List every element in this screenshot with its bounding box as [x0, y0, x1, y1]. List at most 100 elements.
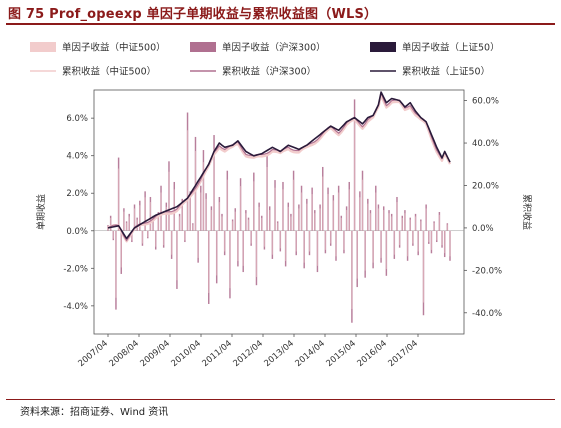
x-tick-label: 2016/04 — [355, 339, 388, 369]
bar-zz500 — [346, 210, 348, 231]
bar-zz500 — [165, 206, 167, 231]
legend-label: 单因子收益（沪深300） — [222, 42, 326, 54]
bar-zz500 — [221, 216, 223, 231]
legend-swatch-bar — [190, 42, 216, 52]
bar-zz500 — [438, 214, 440, 231]
right-tick-label: -20.0% — [472, 266, 502, 276]
legend-label: 累积收益（中证500） — [62, 66, 156, 78]
bar-zz500 — [118, 168, 120, 231]
bar-zz500 — [285, 230, 287, 262]
bar-zz500 — [279, 230, 281, 249]
x-tick-label: 2017/04 — [386, 339, 419, 369]
bar-zz500 — [110, 218, 112, 231]
bar-zz500 — [364, 230, 366, 271]
bar-zz500 — [335, 230, 337, 257]
x-tick-label: 2011/04 — [200, 339, 233, 369]
footer-divider — [6, 399, 555, 400]
bar-zz500 — [144, 197, 146, 231]
bar-zz500 — [407, 230, 409, 257]
bar-zz500 — [354, 119, 356, 231]
bar-zz500 — [425, 208, 427, 231]
right-tick-label: 0.0% — [472, 224, 494, 234]
bar-zz500 — [200, 192, 202, 231]
bar-zz500 — [348, 189, 350, 231]
bar-zz500 — [226, 179, 228, 231]
source-note: 资料来源：招商证券、Wind 资讯 — [20, 407, 169, 418]
bar-zz500 — [189, 197, 191, 231]
bar-zz500 — [213, 149, 215, 231]
bar-zz500 — [343, 230, 345, 250]
bar-zz500 — [202, 162, 204, 231]
bar-zz500 — [372, 230, 374, 263]
x-tick-label: 2009/04 — [138, 339, 171, 369]
bar-zz500 — [327, 194, 329, 231]
bar-zz500 — [248, 219, 250, 231]
bar-zz500 — [377, 208, 379, 231]
bar-zz500 — [306, 203, 308, 231]
bar-zz500 — [436, 230, 438, 241]
bar-zz500 — [340, 218, 342, 231]
x-tick-label: 2008/04 — [107, 339, 140, 369]
bar-zz500 — [430, 230, 432, 250]
left-tick-label: -4.0% — [63, 302, 88, 312]
bar-zz500 — [316, 230, 318, 266]
right-tick-label: 40.0% — [472, 139, 499, 149]
bar-zz500 — [237, 230, 239, 262]
right-tick-label: 60.0% — [472, 97, 499, 107]
bar-zz500 — [261, 218, 263, 231]
bar-zz500 — [409, 219, 411, 231]
bar-zz500 — [269, 210, 271, 231]
x-tick-label: 2014/04 — [293, 339, 326, 369]
bar-zz500 — [383, 210, 385, 231]
bar-zz500 — [301, 192, 303, 231]
bar-zz500 — [208, 230, 210, 293]
bar-zz500 — [171, 230, 173, 255]
bar-zz500 — [332, 200, 334, 231]
bar-zz500 — [330, 230, 332, 244]
legend: 单因子收益（中证500） 单因子收益（沪深300） 单因子收益（上证50） 累积收益（… — [30, 42, 500, 78]
bar-zz500 — [303, 230, 305, 263]
left-tick-label: 2.0% — [66, 189, 88, 199]
bar-zz500 — [449, 230, 451, 257]
bar-zz500 — [234, 211, 236, 231]
bar-zz500 — [385, 230, 387, 270]
bar-zz500 — [322, 176, 324, 231]
x-tick-label: 2007/04 — [76, 339, 109, 369]
bar-zz500 — [428, 230, 430, 242]
legend-label: 单因子收益（中证500） — [62, 42, 166, 54]
bar-zz500 — [367, 203, 369, 231]
bar-zz500 — [359, 197, 361, 231]
bar-zz500 — [187, 130, 189, 231]
bars-hs300 — [107, 99, 451, 323]
bar-zz500 — [224, 230, 226, 252]
left-tick-label: 0.0% — [66, 227, 88, 237]
bar-zz500 — [149, 202, 151, 231]
bar-zz500 — [160, 192, 162, 231]
bar-zz500 — [415, 216, 417, 231]
bar-zz500 — [356, 230, 358, 279]
title-divider — [6, 23, 555, 25]
bar-zz500 — [197, 230, 199, 258]
left-axis: -4.0% -2.0% 0.0% 2.0% 4.0% 6.0% 单期收益 — [35, 114, 94, 312]
bar-zz500 — [277, 222, 279, 231]
bar-zz500 — [375, 192, 377, 231]
bar-zz500 — [308, 230, 310, 252]
bar-zz500 — [298, 208, 300, 231]
right-axis: -40.0% -20.0% 0.0% 20.0% 40.0% 60.0% 累积收益 — [464, 97, 533, 319]
bar-zz500 — [422, 230, 424, 303]
bar-zz500 — [123, 211, 125, 231]
bar-zz500 — [401, 218, 403, 231]
bar-zz500 — [232, 221, 234, 231]
bar-zz500 — [266, 166, 268, 231]
bar-zz500 — [245, 213, 247, 231]
bar-zz500 — [147, 230, 149, 238]
bar-zz500 — [314, 213, 316, 231]
bar-zz500 — [399, 230, 401, 246]
bar-zz500 — [157, 214, 159, 231]
bar-zz500 — [444, 230, 446, 254]
bar-zz500 — [163, 230, 165, 246]
bar-zz500 — [258, 206, 260, 231]
bar-zz500 — [120, 230, 122, 268]
bar-zz500 — [271, 230, 273, 255]
bar-zz500 — [274, 187, 276, 231]
